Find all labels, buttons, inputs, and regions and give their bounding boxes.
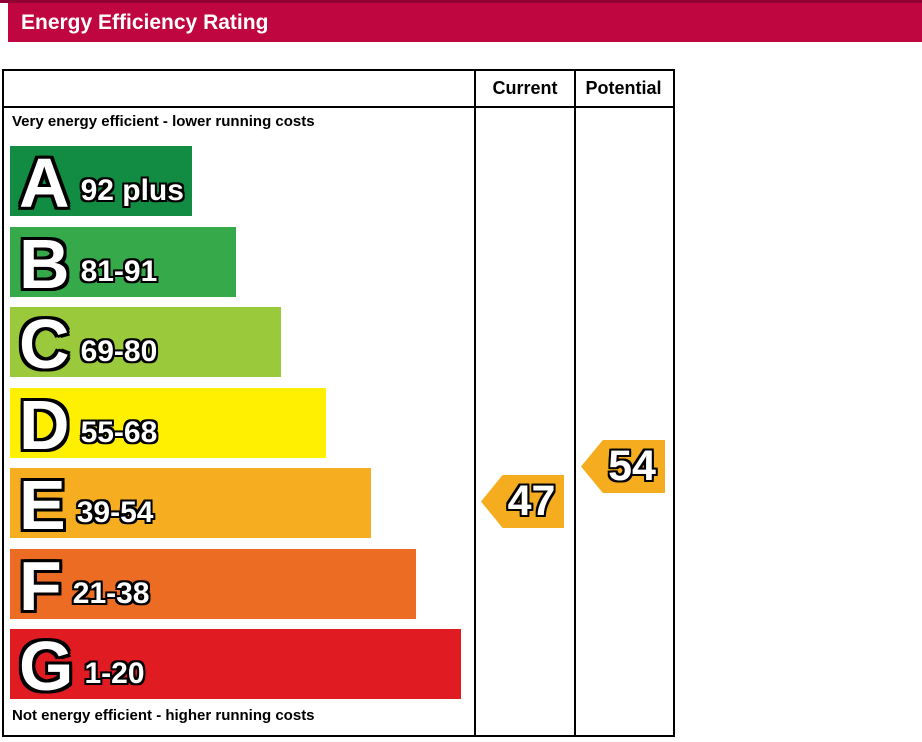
band-range-a: 92 plus [80, 174, 184, 207]
band-range-d: 55-68 [80, 416, 158, 449]
band-row-e: E 39-54 [10, 466, 371, 544]
band-range-g: 1-20 [84, 657, 145, 690]
band-range-c: 69-80 [80, 335, 158, 368]
column-header-current: Current [492, 78, 558, 98]
band-row-d: D 55-68 [10, 386, 326, 464]
band-letter-c: C [19, 305, 70, 383]
current-rating-value: 47 [507, 477, 556, 525]
header-row-divider [4, 106, 673, 108]
potential-rating-value: 54 [608, 442, 656, 490]
band-row-b: B 81-91 [10, 225, 236, 303]
band-letter-f: F [19, 547, 62, 625]
potential-column-divider [574, 71, 576, 735]
band-letter-b: B [19, 225, 70, 303]
band-range-b: 81-91 [80, 255, 158, 288]
band-row-c: C 69-80 [10, 305, 281, 383]
band-range-e: 39-54 [76, 496, 154, 529]
band-range-f: 21-38 [72, 577, 150, 610]
potential-rating-arrow: 54 [581, 440, 665, 493]
band-letter-d: D [19, 386, 70, 464]
column-header-potential: Potential [585, 78, 662, 98]
page-title: Energy Efficiency Rating [21, 10, 269, 34]
title-bar: Energy Efficiency Rating [8, 3, 922, 42]
band-row-f: F 21-38 [10, 547, 416, 625]
band-letter-g: G [19, 627, 74, 705]
top-note: Very energy efficient - lower running co… [12, 113, 315, 130]
title-bar-top-edge [0, 0, 922, 3]
current-rating-arrow: 47 [481, 475, 564, 528]
band-row-a: A 92 plus [10, 144, 192, 222]
energy-rating-table: Current Potential Very energy efficient … [2, 69, 675, 737]
bottom-note: Not energy efficient - higher running co… [12, 707, 315, 724]
band-letter-a: A [19, 144, 70, 222]
band-row-g: G 1-20 [10, 627, 461, 705]
band-letter-e: E [19, 466, 66, 544]
current-column-divider [474, 71, 476, 735]
